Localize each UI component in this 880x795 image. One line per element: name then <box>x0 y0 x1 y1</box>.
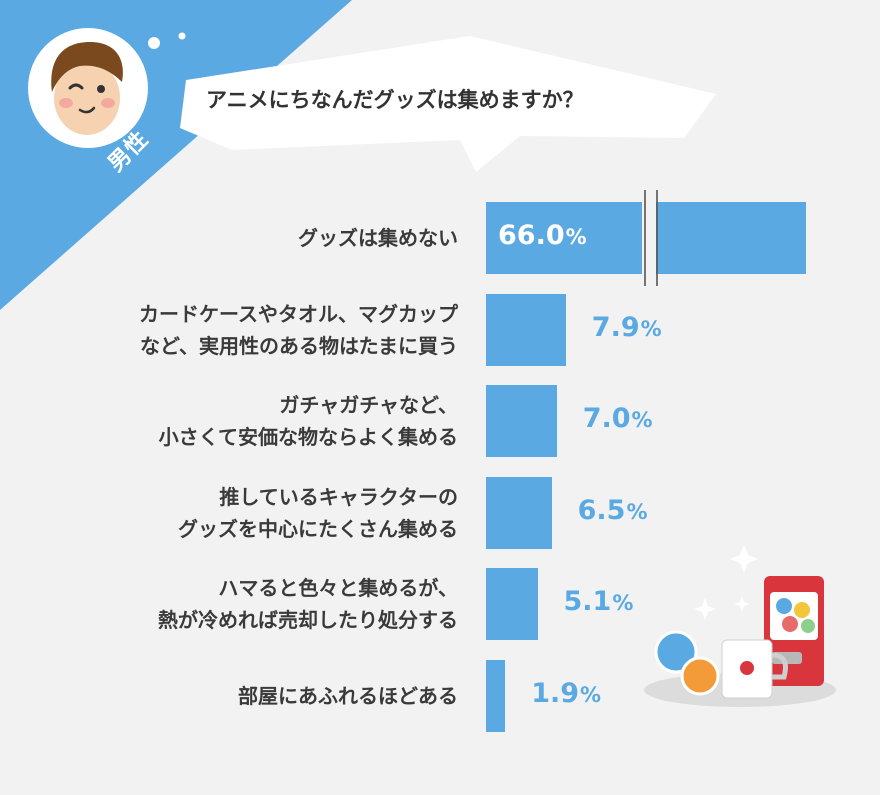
data-label: 7.0% <box>582 403 653 435</box>
bar <box>486 660 506 732</box>
category-label: 部屋にあふれるほどある <box>238 684 458 708</box>
speech-bubble <box>180 36 716 172</box>
category-label: ガチャガチャなど、 小さくて安価な物ならよく集める <box>158 393 458 450</box>
bar <box>486 476 552 549</box>
category-label: 推しているキャラクターの グッズを中心にたくさん集める <box>178 484 458 541</box>
category-label: カードケースやタオル、マグカップ など、実用性のある物はたまに買う <box>139 301 458 358</box>
question-title: アニメにちなんだグッズは集めますか？ <box>206 88 584 112</box>
bar <box>486 385 557 458</box>
data-label: 7.9% <box>591 311 662 343</box>
category-label: ハマると色々と集めるが、 熱が冷めれば売却したり処分する <box>158 576 458 633</box>
bar <box>486 293 566 366</box>
bar <box>486 568 538 641</box>
anime-goods-illustration <box>644 545 836 707</box>
data-label: 1.9% <box>531 678 602 709</box>
data-label: 5.1% <box>563 586 634 618</box>
data-label: 6.5% <box>577 494 648 526</box>
male-avatar-icon <box>28 28 148 148</box>
thought-dot-large <box>148 37 160 49</box>
category-label: グッズは集めない <box>298 226 458 250</box>
axis-break-gap <box>642 190 656 286</box>
thought-dot-small <box>178 32 186 40</box>
data-label: 66.0% <box>498 220 587 251</box>
